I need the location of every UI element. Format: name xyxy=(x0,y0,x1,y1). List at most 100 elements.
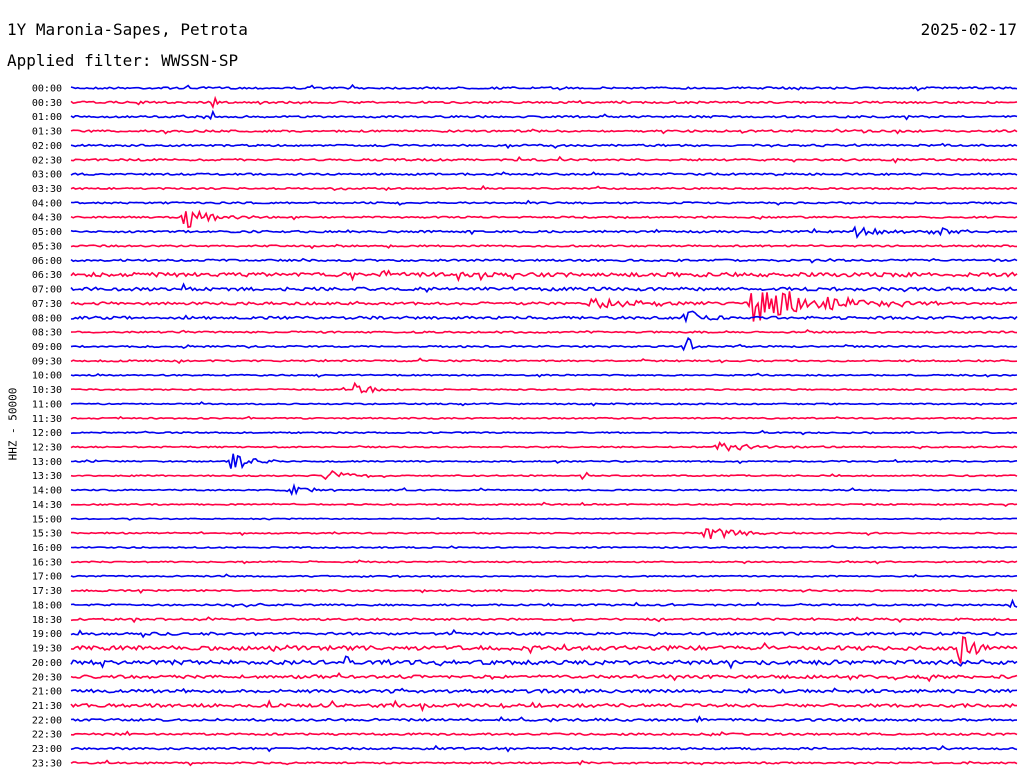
trace-row-17:00 xyxy=(70,573,1018,579)
row-time-label: 08:30 xyxy=(32,328,62,339)
trace-row-03:00 xyxy=(70,171,1018,177)
row-time-label: 08:00 xyxy=(32,313,62,324)
trace-row-15:30 xyxy=(71,528,1018,540)
row-time-label: 10:00 xyxy=(32,371,62,382)
trace-row-07:30 xyxy=(70,291,1018,322)
row-time-label: 21:30 xyxy=(32,701,62,712)
trace-row-23:30 xyxy=(70,759,1018,767)
trace-row-03:30 xyxy=(70,184,1018,192)
row-time-label: 03:00 xyxy=(32,170,62,181)
trace-row-19:00 xyxy=(70,628,1018,639)
row-time-label: 14:30 xyxy=(32,500,62,511)
row-time-label: 07:00 xyxy=(32,285,62,296)
filter-label: Applied filter: WWSSN-SP xyxy=(7,51,239,70)
row-time-label: 12:00 xyxy=(32,428,62,439)
row-time-label: 23:30 xyxy=(32,758,62,769)
row-time-label: 05:00 xyxy=(32,227,62,238)
trace-row-21:00 xyxy=(70,687,1018,694)
row-time-label: 15:00 xyxy=(32,514,62,525)
trace-row-06:00 xyxy=(70,257,1018,264)
trace-row-14:30 xyxy=(70,501,1018,507)
trace-row-00:00 xyxy=(70,83,1018,92)
trace-row-00:30 xyxy=(70,95,1018,110)
row-time-label: 09:30 xyxy=(32,356,62,367)
trace-row-12:30 xyxy=(70,440,1018,453)
row-time-label: 14:00 xyxy=(32,486,62,497)
row-time-label: 10:30 xyxy=(32,385,62,396)
trace-row-11:00 xyxy=(70,401,1018,407)
row-time-label: 09:00 xyxy=(32,342,62,353)
row-time-label: 04:30 xyxy=(32,213,62,224)
trace-row-20:30 xyxy=(70,672,1018,683)
row-time-label: 11:00 xyxy=(32,399,62,410)
trace-row-22:30 xyxy=(70,730,1018,737)
trace-row-15:00 xyxy=(70,517,1017,521)
row-time-label: 18:30 xyxy=(32,615,62,626)
trace-row-08:00 xyxy=(70,310,1018,324)
row-time-label: 02:30 xyxy=(32,155,62,166)
trace-row-09:30 xyxy=(70,357,1018,365)
trace-row-05:30 xyxy=(70,243,1018,250)
row-time-label: 19:30 xyxy=(32,644,62,655)
row-time-label: 03:30 xyxy=(32,184,62,195)
row-time-label: 13:00 xyxy=(32,457,62,468)
trace-row-13:00 xyxy=(71,453,1018,470)
row-time-label: 20:30 xyxy=(32,672,62,683)
trace-row-21:30 xyxy=(70,699,1017,713)
row-time-label: 17:00 xyxy=(32,572,62,583)
trace-row-01:00 xyxy=(70,109,1018,121)
trace-row-13:30 xyxy=(70,470,1018,481)
trace-row-18:00 xyxy=(70,598,1018,609)
trace-row-08:30 xyxy=(70,328,1018,334)
trace-row-11:30 xyxy=(70,415,1018,420)
row-time-label: 11:30 xyxy=(32,414,62,425)
row-time-label: 12:30 xyxy=(32,443,62,454)
row-time-label: 02:00 xyxy=(32,141,62,152)
date-label: 2025-02-17 xyxy=(920,20,1017,39)
row-time-label: 19:00 xyxy=(32,629,62,640)
row-time-label: 17:30 xyxy=(32,586,62,597)
trace-row-02:00 xyxy=(70,142,1018,150)
trace-row-19:30 xyxy=(70,636,1018,664)
trace-row-05:00 xyxy=(70,225,1018,240)
row-time-label: 20:00 xyxy=(32,658,62,669)
trace-row-17:30 xyxy=(70,588,1018,594)
row-time-label: 23:00 xyxy=(32,744,62,755)
trace-row-10:30 xyxy=(70,381,1018,394)
trace-row-01:30 xyxy=(70,128,1018,135)
trace-row-16:00 xyxy=(70,544,1018,550)
trace-row-14:00 xyxy=(70,482,1018,497)
row-time-label: 16:00 xyxy=(32,543,62,554)
row-time-label: 05:30 xyxy=(32,241,62,252)
row-time-label: 22:30 xyxy=(32,730,62,741)
row-time-label: 07:30 xyxy=(32,299,62,310)
trace-row-23:00 xyxy=(70,744,1018,753)
trace-row-18:30 xyxy=(70,616,1018,624)
trace-row-22:00 xyxy=(70,715,1018,724)
row-time-label: 16:30 xyxy=(32,557,62,568)
trace-row-20:00 xyxy=(70,655,1018,670)
trace-row-04:30 xyxy=(70,209,1018,229)
row-time-label: 18:00 xyxy=(32,600,62,611)
row-time-label: 00:00 xyxy=(32,84,62,95)
row-time-label: 22:00 xyxy=(32,715,62,726)
trace-row-16:30 xyxy=(70,559,1018,565)
row-time-label: 13:30 xyxy=(32,471,62,482)
trace-row-12:00 xyxy=(70,429,1017,436)
row-time-label: 06:30 xyxy=(32,270,62,281)
row-time-label: 00:30 xyxy=(32,98,62,109)
station-title: 1Y Maronia-Sapes, Petrota xyxy=(7,20,248,39)
trace-row-02:30 xyxy=(70,155,1018,164)
trace-row-10:00 xyxy=(70,372,1018,378)
row-time-label: 15:30 xyxy=(32,529,62,540)
trace-row-06:30 xyxy=(70,269,1018,283)
row-time-label: 01:30 xyxy=(32,127,62,138)
row-time-label: 04:00 xyxy=(32,198,62,209)
trace-row-04:00 xyxy=(70,199,1018,206)
row-time-label: 06:00 xyxy=(32,256,62,267)
row-time-label: 01:00 xyxy=(32,112,62,123)
row-time-label: 21:00 xyxy=(32,687,62,698)
trace-row-09:00 xyxy=(70,336,1018,352)
trace-row-07:00 xyxy=(70,282,1018,294)
